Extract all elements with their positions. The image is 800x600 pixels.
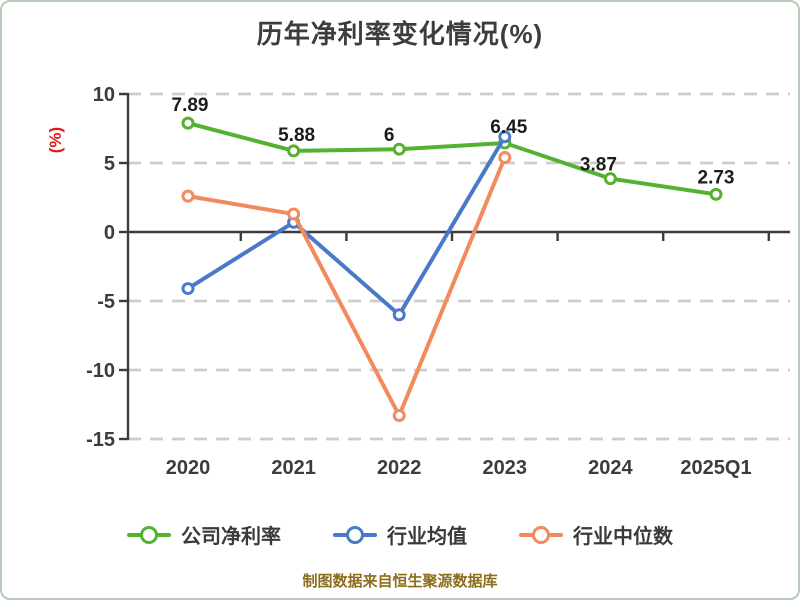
data-source-note: 制图数据来自恒生聚源数据库 bbox=[302, 573, 498, 590]
data-point-公司净利率 bbox=[603, 172, 617, 186]
chart-title: 历年净利率变化情况(%) bbox=[256, 19, 544, 49]
legend-label: 行业中位数 bbox=[573, 526, 673, 548]
y-tick-label: 0 bbox=[104, 222, 115, 244]
data-point-行业均值 bbox=[498, 130, 512, 144]
x-category-label: 2020 bbox=[166, 457, 211, 479]
legend-label: 行业均值 bbox=[387, 526, 467, 548]
x-category-label: 2022 bbox=[377, 457, 422, 479]
point-value-label: 5.88 bbox=[278, 125, 315, 146]
legend-marker-blue-icon bbox=[333, 525, 377, 544]
x-category-label: 2025Q1 bbox=[680, 457, 751, 479]
data-point-公司净利率 bbox=[181, 116, 195, 130]
y-tick-label: 10 bbox=[93, 84, 115, 106]
x-category-label: 2023 bbox=[483, 457, 528, 479]
point-value-label: 2.73 bbox=[698, 167, 735, 188]
legend-marker-orange-icon bbox=[519, 525, 563, 544]
data-point-行业中位数 bbox=[392, 409, 406, 423]
point-value-label: 3.87 bbox=[580, 155, 617, 176]
point-value-label: 6.45 bbox=[490, 117, 527, 138]
data-point-行业中位数 bbox=[181, 189, 195, 203]
legend-marker-green-icon bbox=[127, 525, 171, 544]
y-tick-label: -15 bbox=[86, 429, 115, 451]
point-value-label: 6 bbox=[384, 125, 395, 146]
series-line-公司净利率 bbox=[186, 121, 718, 197]
x-category-label: 2021 bbox=[271, 457, 316, 479]
data-point-公司净利率 bbox=[287, 144, 301, 158]
y-tick-label: 5 bbox=[104, 153, 115, 175]
chart-legend: 公司净利率 行业均值 行业中位数 bbox=[2, 520, 798, 549]
series-line-行业中位数 bbox=[186, 155, 507, 418]
legend-label: 公司净利率 bbox=[181, 526, 281, 548]
legend-item-company-net-margin: 公司净利率 bbox=[127, 520, 281, 549]
data-point-公司净利率 bbox=[392, 142, 406, 156]
legend-item-industry-median: 行业中位数 bbox=[519, 520, 673, 549]
point-value-label: 7.89 bbox=[172, 95, 209, 116]
data-point-行业均值 bbox=[392, 308, 406, 322]
data-point-行业均值 bbox=[181, 282, 195, 296]
y-tick-label: -5 bbox=[97, 291, 115, 313]
data-point-行业中位数 bbox=[498, 150, 512, 164]
y-tick-label: -10 bbox=[86, 360, 115, 382]
legend-item-industry-average: 行业均值 bbox=[333, 520, 467, 549]
data-point-行业中位数 bbox=[287, 207, 301, 221]
series-line-行业均值 bbox=[186, 134, 507, 317]
data-point-公司净利率 bbox=[709, 187, 723, 201]
x-category-label: 2024 bbox=[588, 457, 633, 479]
